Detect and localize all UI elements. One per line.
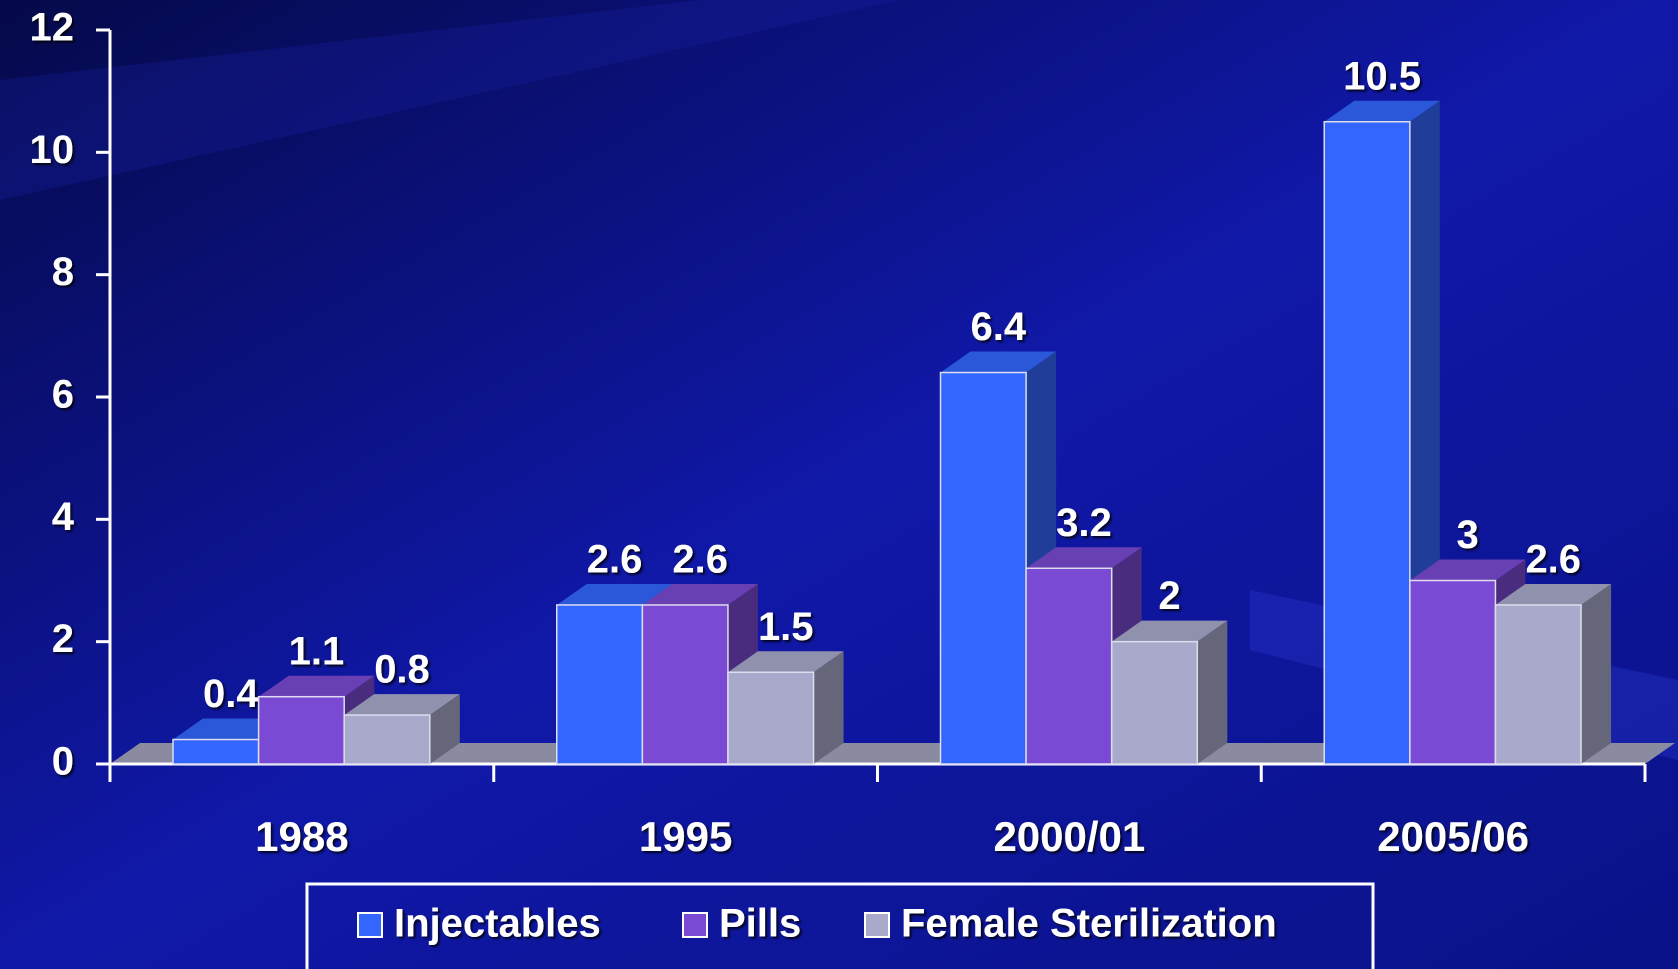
bar-top bbox=[258, 675, 375, 697]
data-label: 6.4 bbox=[970, 305, 1026, 349]
bar-top bbox=[344, 694, 460, 716]
x-tick-label: 2005/06 bbox=[1377, 813, 1529, 860]
bar bbox=[1025, 567, 1113, 765]
bar bbox=[1110, 640, 1199, 765]
bar-top bbox=[642, 583, 758, 605]
bar-side bbox=[1197, 620, 1228, 764]
bar-top bbox=[1324, 100, 1440, 122]
y-tick-label: 12 bbox=[30, 6, 75, 50]
bar bbox=[257, 695, 345, 765]
data-label: 3 bbox=[1457, 513, 1479, 557]
x-tick-label: 1988 bbox=[255, 813, 348, 860]
bar-side bbox=[1581, 583, 1612, 764]
legend-label: Pills bbox=[719, 902, 801, 946]
data-label: 2 bbox=[1158, 574, 1180, 618]
bar-top bbox=[940, 351, 1057, 373]
bar bbox=[1409, 579, 1497, 765]
bar-top bbox=[1495, 583, 1612, 605]
legend-label: Injectables bbox=[394, 902, 601, 946]
bar bbox=[1323, 121, 1411, 765]
data-label: 1.5 bbox=[758, 605, 814, 649]
bar-top bbox=[727, 651, 844, 673]
plot-area: 0 2 4 6 8 10 12 1988 1995 2000/01 2005/06 0.4 1.1 0.8… bbox=[30, 6, 1675, 860]
bar-3d bbox=[1110, 620, 1228, 765]
data-label: 2.6 bbox=[587, 538, 643, 582]
bar bbox=[343, 714, 431, 765]
bar-top bbox=[1026, 547, 1142, 569]
floor bbox=[110, 743, 1675, 764]
data-label: 0.8 bbox=[374, 648, 430, 692]
bar bbox=[641, 604, 729, 765]
legend-label: Female Sterilization bbox=[901, 902, 1277, 946]
x-tick-label: 1995 bbox=[639, 813, 732, 860]
bar-top bbox=[1111, 620, 1228, 642]
legend: Injectables Pills Female Sterilization bbox=[357, 902, 1277, 946]
data-label: 3.2 bbox=[1056, 501, 1112, 545]
bar bbox=[939, 371, 1027, 765]
data-label: 10.5 bbox=[1343, 54, 1421, 98]
legend-swatch bbox=[357, 912, 383, 938]
bar-3d bbox=[1494, 583, 1612, 765]
data-label: 2.6 bbox=[672, 538, 728, 582]
y-tick-label: 10 bbox=[30, 128, 75, 172]
legend-swatch bbox=[682, 912, 708, 938]
data-label: 2.6 bbox=[1525, 538, 1581, 582]
y-tick-label: 0 bbox=[52, 740, 74, 784]
bar-3d bbox=[343, 694, 460, 765]
y-tick-label: 2 bbox=[52, 617, 74, 661]
y-tick-label: 8 bbox=[52, 250, 74, 294]
bar bbox=[172, 738, 260, 765]
bar bbox=[727, 671, 815, 765]
y-tick-label: 4 bbox=[52, 495, 75, 539]
x-tick-label: 2000/01 bbox=[993, 813, 1145, 860]
bar-3d bbox=[727, 651, 844, 765]
y-tick-label: 6 bbox=[52, 373, 74, 417]
background-ray bbox=[0, 0, 900, 200]
bar-side bbox=[813, 651, 844, 764]
bar bbox=[556, 604, 644, 765]
data-label: 1.1 bbox=[289, 629, 345, 673]
bar-top bbox=[556, 583, 673, 605]
bar-side bbox=[429, 694, 460, 764]
legend-swatch bbox=[864, 912, 890, 938]
legend-box bbox=[305, 882, 1375, 969]
bar-top bbox=[1409, 559, 1526, 581]
data-label: 0.4 bbox=[203, 672, 259, 716]
bar bbox=[1494, 604, 1582, 765]
